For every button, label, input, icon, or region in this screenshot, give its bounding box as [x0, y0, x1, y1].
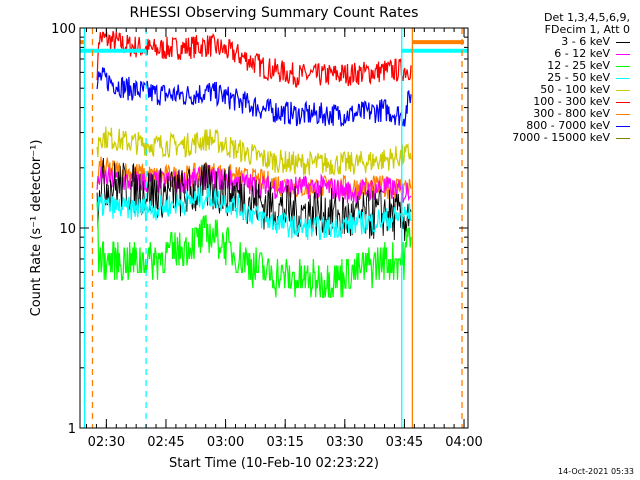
y-axis-label: Count Rate (s⁻¹ detector⁻¹)	[29, 140, 44, 317]
y-tick-label: 10	[59, 222, 76, 237]
x-tick-label: 03:00	[207, 435, 244, 450]
legend-swatch	[616, 77, 630, 79]
x-tick-label: 03:15	[266, 435, 303, 450]
legend-entry: 800 - 7000 keV	[512, 120, 630, 132]
x-axis-label: Start Time (10-Feb-10 02:23:22)	[169, 456, 379, 471]
y-tick-label: 100	[51, 22, 76, 37]
legend-header-line-1: Det 1,3,4,5,6,9,	[543, 11, 630, 24]
legend-entry: 300 - 800 keV	[512, 108, 630, 120]
legend-swatch	[616, 113, 630, 115]
legend-label: 50 - 100 keV	[540, 83, 610, 96]
y-tick-label: 1	[68, 422, 76, 437]
legend-label: 6 - 12 keV	[554, 47, 610, 60]
footer-timestamp: 14-Oct-2021 05:33	[558, 467, 634, 476]
x-tick-label: 04:00	[445, 435, 482, 450]
x-tick-label: 02:45	[147, 435, 184, 450]
series-line-800-7000-kev	[96, 67, 412, 127]
legend-entry: 3 - 6 keV	[512, 36, 630, 48]
legend-label: 800 - 7000 keV	[526, 119, 610, 132]
x-tick-label: 02:30	[88, 435, 125, 450]
legend-swatch	[616, 65, 630, 67]
legend-entry: 50 - 100 keV	[512, 84, 630, 96]
legend-label: 300 - 800 keV	[533, 107, 610, 120]
legend-swatch	[616, 101, 630, 103]
series-line-300-800-kev	[96, 156, 412, 200]
legend-label: 12 - 25 keV	[547, 59, 610, 72]
legend-header-line-2: FDecim 1, Att 0	[544, 23, 630, 36]
legend-swatch	[616, 53, 630, 55]
legend-entry: 12 - 25 keV	[512, 60, 630, 72]
legend-swatch	[616, 137, 630, 139]
x-tick-label: 03:30	[326, 435, 363, 450]
legend-swatch	[616, 41, 630, 43]
x-tick-label: 03:45	[386, 435, 423, 450]
legend-label: 25 - 50 keV	[547, 71, 610, 84]
legend-swatch	[616, 89, 630, 91]
legend-label: 100 - 300 keV	[533, 95, 610, 108]
legend-entry: 6 - 12 keV	[512, 48, 630, 60]
series-line-100-300-kev	[96, 31, 412, 88]
legend-entry: 100 - 300 keV	[512, 96, 630, 108]
chart-title: RHESSI Observing Summary Count Rates	[130, 5, 419, 21]
legend-label: 7000 - 15000 keV	[512, 131, 610, 144]
legend-label: 3 - 6 keV	[561, 35, 610, 48]
series-line-50-100-kev	[96, 126, 412, 177]
legend: Det 1,3,4,5,6,9, FDecim 1, Att 0 3 - 6 k…	[512, 12, 630, 144]
series-line-25-50-kev	[96, 184, 412, 241]
legend-entry: 7000 - 15000 keV	[512, 132, 630, 144]
series-line-3-6-kev	[96, 157, 412, 242]
series-line-12-25-kev	[96, 201, 412, 298]
series-line-6-12-kev	[96, 164, 412, 205]
legend-swatch	[616, 125, 630, 127]
legend-entry: 25 - 50 keV	[512, 72, 630, 84]
